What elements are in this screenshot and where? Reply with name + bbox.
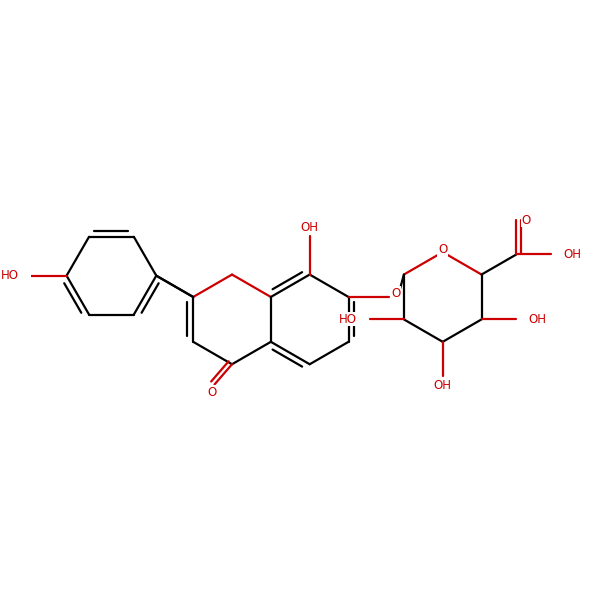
Text: O: O [208,386,217,399]
Text: O: O [522,214,531,227]
Text: OH: OH [563,248,581,261]
Text: OH: OH [434,379,452,392]
Text: O: O [391,287,400,300]
Text: HO: HO [1,269,19,282]
Text: OH: OH [529,313,547,326]
Text: HO: HO [339,313,357,326]
Text: OH: OH [301,221,319,234]
Text: O: O [438,244,448,256]
